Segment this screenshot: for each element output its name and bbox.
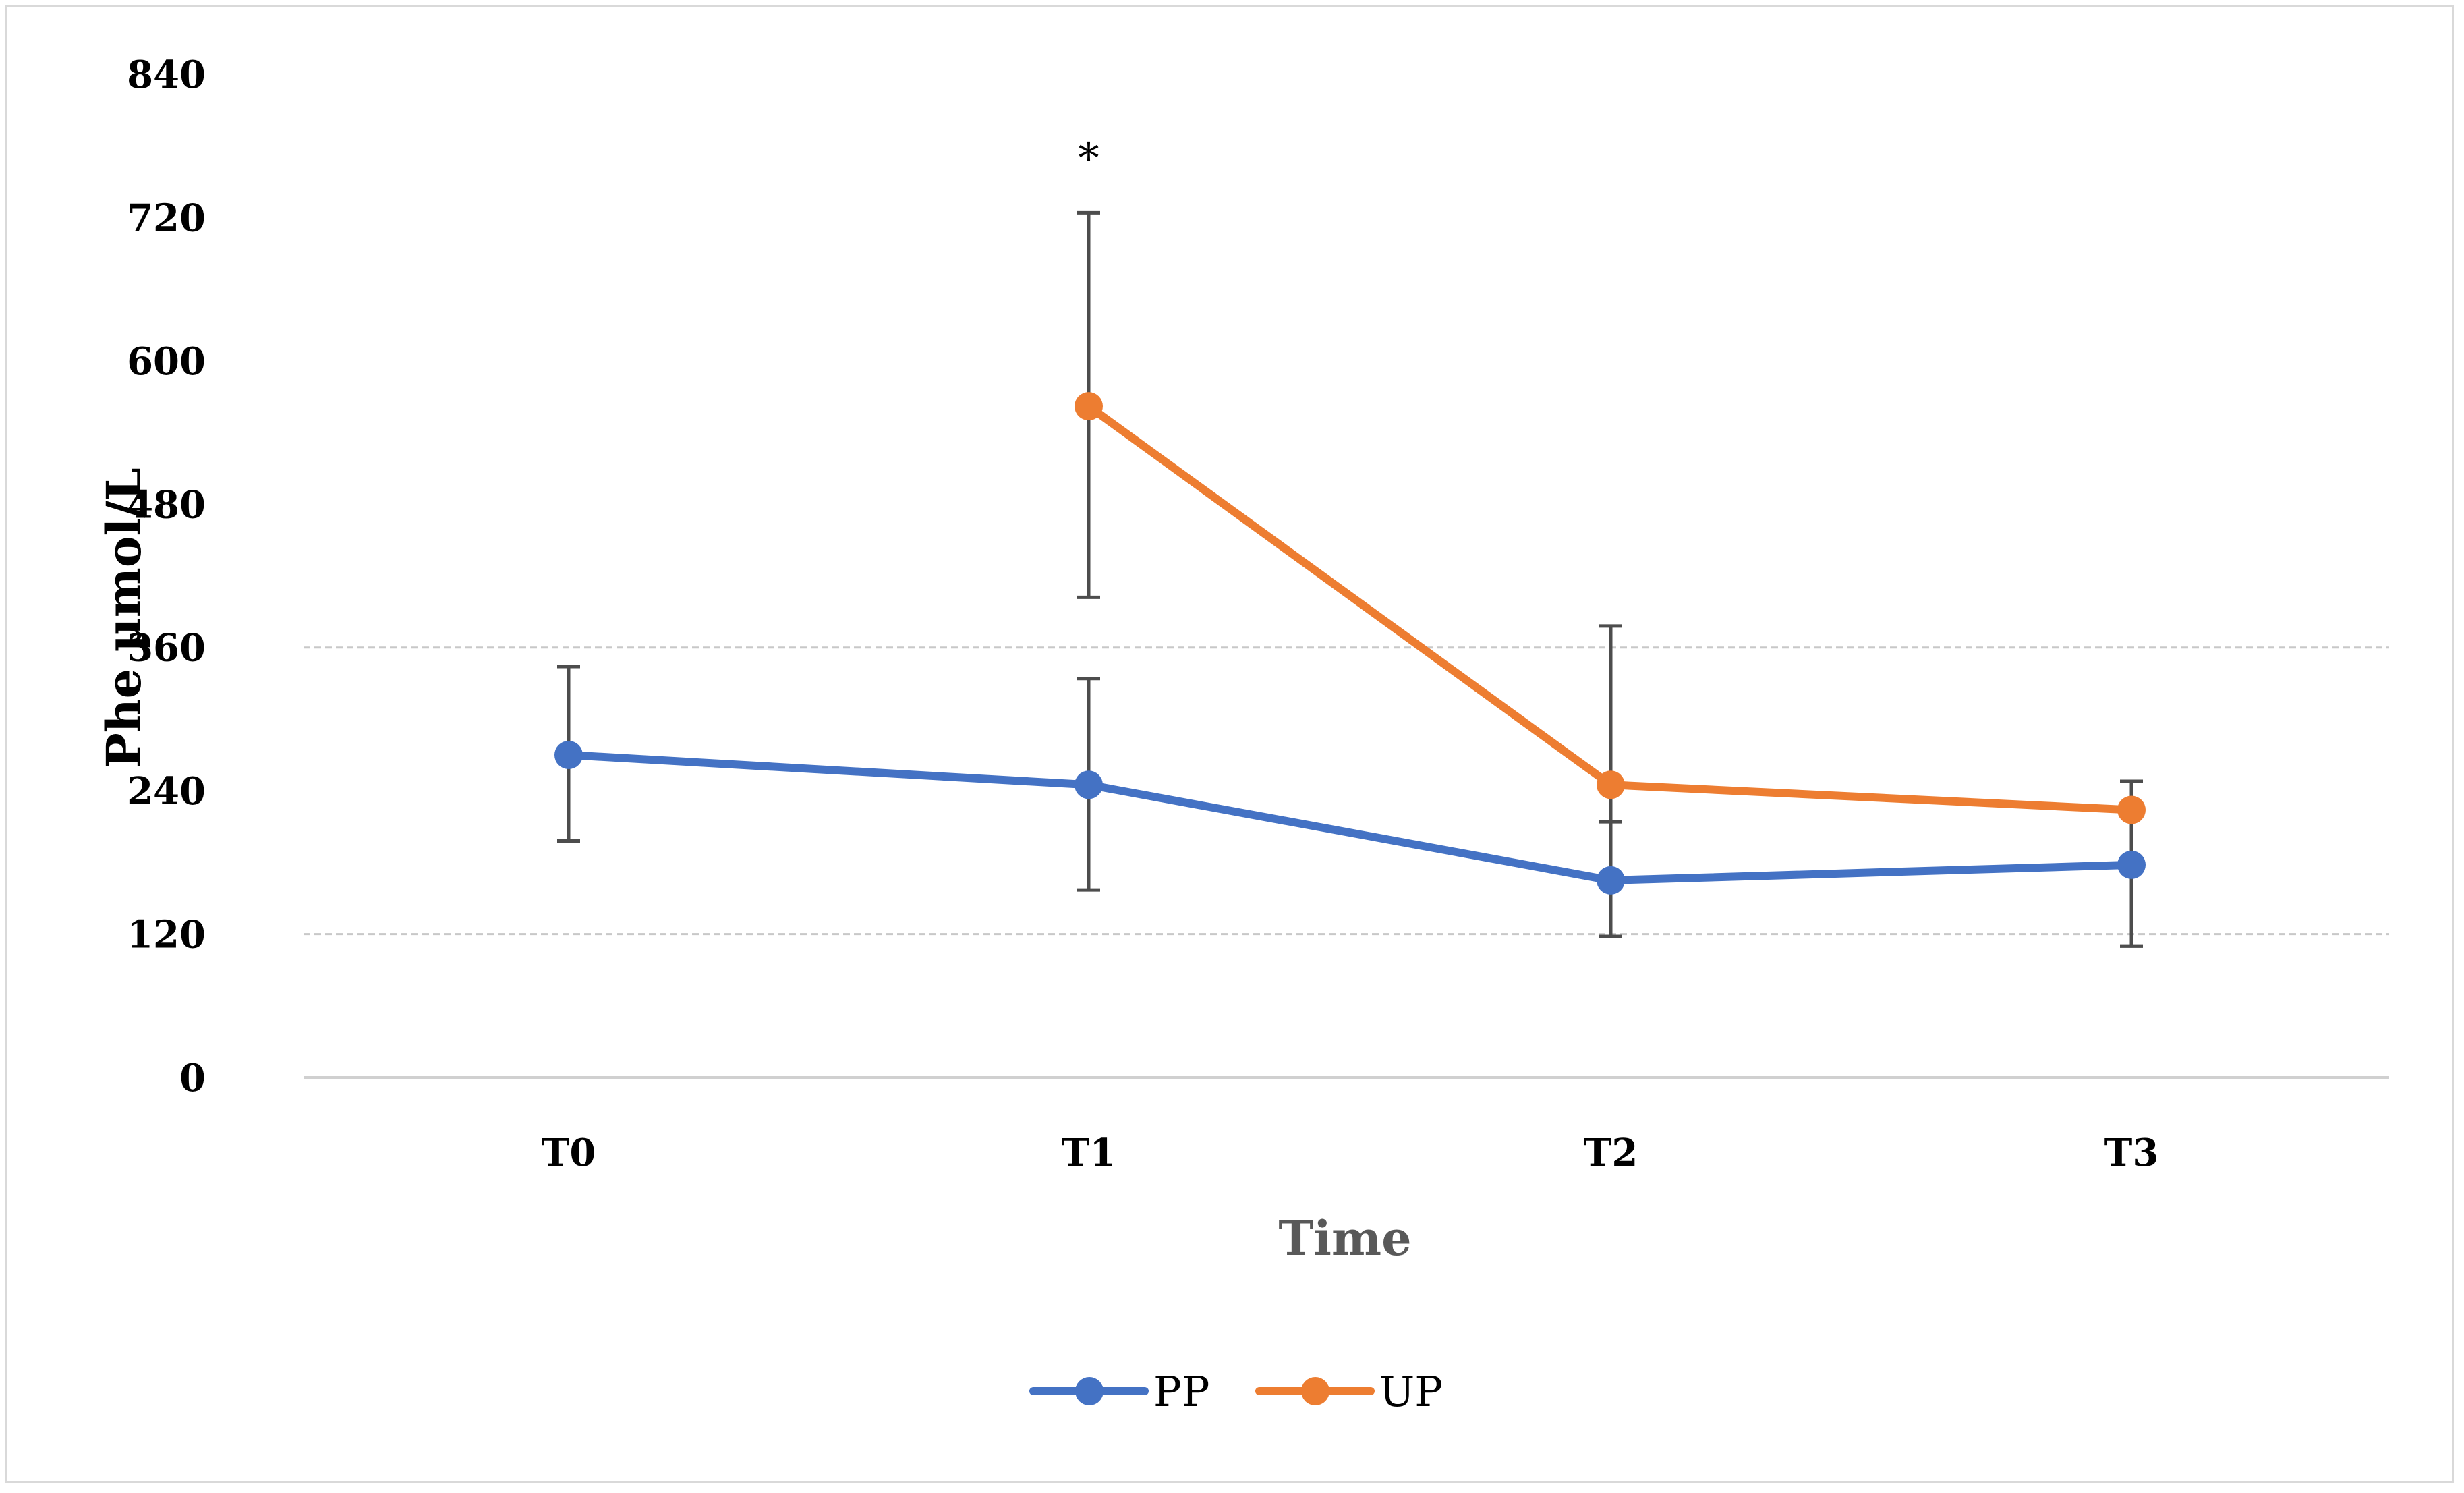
legend-item-pp: PP bbox=[1029, 1367, 1209, 1416]
gridlines bbox=[304, 646, 2389, 936]
legend-swatch-marker bbox=[1301, 1377, 1329, 1405]
legend-swatch-marker bbox=[1075, 1377, 1104, 1405]
data-point-up-t3 bbox=[2117, 795, 2146, 824]
x-tick-label: T1 bbox=[1062, 1131, 1116, 1175]
legend-item-up: UP bbox=[1255, 1367, 1443, 1416]
data-point-pp-t1 bbox=[1075, 770, 1103, 799]
data-point-up-t2 bbox=[1597, 770, 1625, 799]
y-axis-title: Phe μmol/L bbox=[96, 468, 152, 768]
chart-frame bbox=[5, 5, 2454, 1483]
x-axis-title: Time bbox=[1278, 1210, 1411, 1266]
y-tick-label: 120 bbox=[127, 913, 206, 957]
data-point-pp-t2 bbox=[1597, 866, 1625, 895]
y-tick-label: 0 bbox=[179, 1056, 206, 1100]
data-point-pp-t0 bbox=[554, 741, 583, 770]
annotations: * bbox=[1079, 134, 1099, 183]
y-axis-ticks: 0 120 240 360 480 600 720 840 bbox=[127, 53, 206, 1100]
significance-marker: * bbox=[1079, 134, 1099, 183]
x-tick-label: T2 bbox=[1584, 1131, 1638, 1175]
data-point-pp-t3 bbox=[2117, 850, 2146, 879]
x-axis-ticks: T0 T1 T2 T3 bbox=[542, 1131, 2159, 1175]
series-markers bbox=[554, 392, 2146, 895]
legend-label: PP bbox=[1153, 1367, 1209, 1416]
y-tick-label: 360 bbox=[127, 626, 206, 671]
y-tick-label: 720 bbox=[127, 196, 206, 240]
legend: PP UP bbox=[1029, 1367, 1443, 1416]
y-tick-label: 840 bbox=[127, 53, 206, 97]
x-tick-label: T0 bbox=[542, 1131, 596, 1175]
x-tick-label: T3 bbox=[2104, 1131, 2159, 1175]
y-tick-label: 240 bbox=[127, 769, 206, 814]
data-point-up-t1 bbox=[1075, 392, 1103, 421]
y-tick-label: 600 bbox=[127, 339, 206, 384]
legend-label: UP bbox=[1379, 1367, 1443, 1416]
y-tick-label: 480 bbox=[127, 482, 206, 527]
series-line-pp bbox=[565, 751, 2136, 884]
series-lines bbox=[565, 402, 2136, 884]
